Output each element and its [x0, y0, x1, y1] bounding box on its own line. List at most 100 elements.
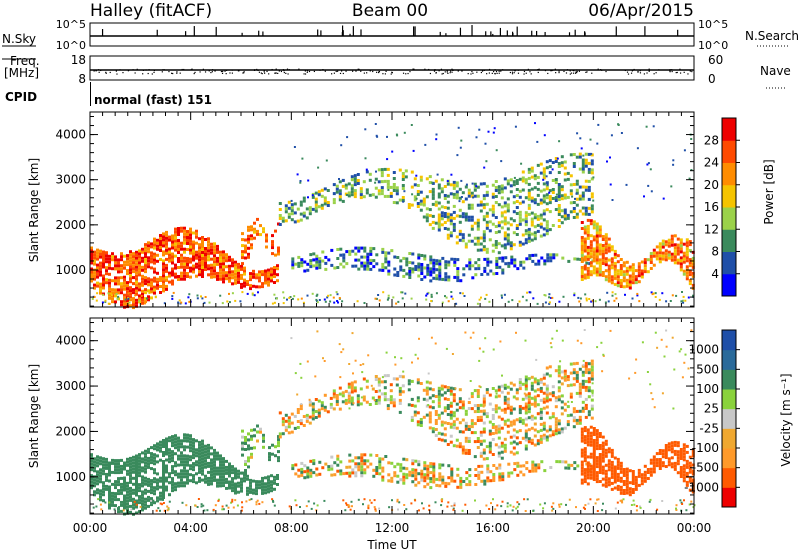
velocity-echo-cell	[246, 489, 249, 493]
power-echo-cell	[673, 243, 677, 247]
velocity-echo-cell	[673, 452, 677, 456]
velocity-echo-cell	[144, 449, 147, 453]
power-echo-cell	[658, 254, 662, 258]
power-echo-cell	[204, 268, 207, 271]
power-echo-cell	[607, 279, 611, 283]
freq-tick-bottom: 8	[78, 72, 86, 86]
power-echo-cell	[162, 244, 165, 248]
power-echo-cell	[586, 257, 590, 261]
power-echo-cell	[291, 260, 295, 264]
power-echo-cell	[539, 162, 543, 166]
velocity-echo-cell	[583, 426, 587, 430]
velocity-echo-cell	[105, 475, 108, 479]
velocity-echo-cell	[201, 457, 204, 461]
velocity-echo-cell	[598, 480, 602, 483]
velocity-echo-cell	[464, 427, 468, 431]
power-echo-cell	[631, 278, 635, 282]
velocity-echo-cell	[277, 435, 280, 439]
power-echo-cell	[144, 243, 147, 247]
power-echo-cell	[247, 225, 250, 229]
velocity-echo-cell	[156, 481, 159, 485]
power-echo-cell	[297, 261, 301, 265]
power-echo-cell	[165, 233, 168, 237]
power-echo-cell	[610, 281, 614, 285]
velocity-echo-cell	[673, 467, 677, 471]
velocity-echo-cell	[583, 459, 587, 463]
power-echo-cell	[441, 256, 445, 260]
power-echo-cell	[625, 272, 629, 276]
power-echo-cell	[90, 267, 93, 271]
nave-dot	[308, 70, 311, 73]
power-echo-cell	[530, 166, 534, 170]
power-echo-cell	[528, 254, 532, 258]
power-echo-cell	[213, 251, 216, 255]
power-echo-cell	[470, 227, 474, 231]
power-scatter-cell	[455, 302, 458, 305]
power-echo-cell	[147, 289, 150, 293]
power-echo-cell	[270, 270, 273, 274]
power-echo-cell	[213, 275, 216, 279]
power-echo-cell	[685, 277, 689, 281]
velocity-echo-cell	[411, 459, 415, 463]
velocity-echo-cell	[542, 421, 546, 425]
velocity-echo-cell	[536, 388, 540, 392]
power-echo-cell	[584, 179, 588, 183]
power-echo-cell	[380, 180, 384, 184]
velocity-echo-cell	[604, 454, 608, 458]
velocity-echo-cell	[461, 406, 465, 410]
power-echo-cell	[231, 270, 234, 274]
velocity-scatter-cell	[378, 507, 381, 510]
power-echo-cell	[649, 255, 653, 258]
velocity-echo-cell	[192, 450, 195, 454]
power-echo-cell	[533, 234, 537, 238]
nave-dot	[384, 73, 386, 75]
velocity-echo-cell	[390, 479, 394, 483]
power-echo-cell	[524, 214, 528, 218]
power-echo-cell	[402, 268, 406, 272]
power-echo-cell	[293, 202, 297, 206]
power-echo-cell	[368, 172, 372, 176]
power-sparse-cell	[611, 199, 614, 201]
power-sparse-cell	[617, 124, 620, 126]
power-echo-cell	[422, 215, 426, 219]
power-echo-cell	[270, 267, 273, 271]
power-echo-cell	[147, 259, 150, 263]
velocity-echo-cell	[479, 430, 483, 434]
power-echo-cell	[464, 245, 468, 249]
velocity-echo-cell	[300, 470, 304, 474]
velocity-echo-cell	[679, 457, 683, 460]
power-echo-cell	[354, 258, 358, 262]
nave-dot	[514, 69, 517, 71]
velocity-echo-cell	[168, 481, 171, 485]
power-echo-cell	[413, 183, 417, 187]
nave-dot	[322, 69, 324, 71]
power-echo-cell	[180, 259, 183, 263]
power-echo-cell	[688, 279, 692, 283]
power-echo-cell	[213, 242, 216, 246]
velocity-echo-cell	[461, 430, 465, 434]
velocity-echo-cell	[631, 473, 635, 476]
velocity-echo-cell	[569, 383, 573, 387]
velocity-echo-cell	[503, 437, 507, 441]
power-echo-cell	[347, 182, 351, 186]
power-echo-cell	[557, 162, 561, 165]
power-echo-cell	[521, 188, 525, 192]
power-echo-cell	[607, 276, 611, 280]
velocity-echo-cell	[495, 466, 499, 470]
velocity-echo-cell	[691, 487, 695, 491]
power-echo-cell	[488, 238, 492, 242]
power-echo-cell	[177, 242, 180, 245]
power-echo-cell	[521, 179, 525, 183]
power-echo-cell	[581, 194, 585, 198]
velocity-echo-cell	[584, 397, 588, 401]
power-echo-cell	[515, 200, 519, 203]
velocity-echo-cell	[428, 417, 432, 421]
velocity-echo-cell	[165, 443, 168, 447]
velocity-echo-cell	[174, 461, 177, 465]
power-echo-cell	[513, 258, 517, 262]
power-echo-cell	[444, 260, 448, 264]
power-echo-cell	[592, 271, 596, 275]
power-echo-cell	[177, 260, 180, 263]
power-echo-cell	[554, 160, 558, 163]
velocity-echo-cell	[380, 392, 384, 396]
